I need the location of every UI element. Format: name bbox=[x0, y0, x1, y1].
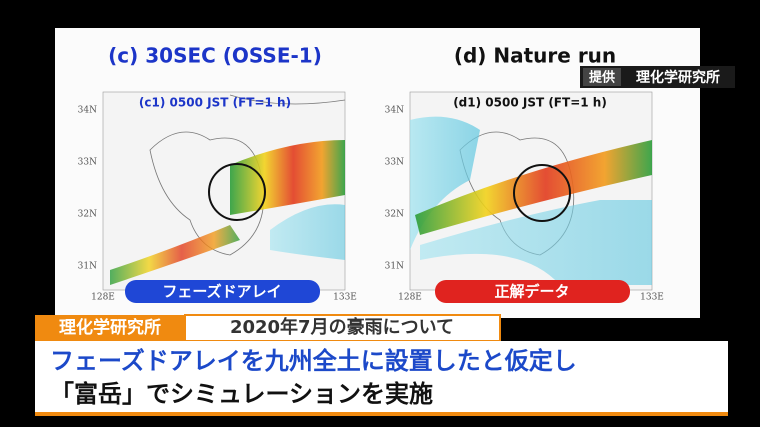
lat-label: 32N bbox=[78, 210, 97, 220]
lat-label: 34N bbox=[385, 106, 404, 116]
panel-subtitle: (d1) 0500 JST (FT=1 h) bbox=[453, 96, 607, 110]
credit-tag: 提供 bbox=[589, 70, 615, 86]
lt-tag-box bbox=[35, 315, 185, 341]
label-pill bbox=[435, 280, 630, 303]
lon-label: 128E bbox=[91, 293, 115, 303]
lt-topic-box bbox=[184, 314, 501, 342]
label-pill bbox=[125, 280, 320, 303]
caption-line: フェーズドアレイを九州全土に設置したと仮定し bbox=[50, 347, 577, 375]
lat-label: 33N bbox=[385, 158, 404, 168]
lt-underline bbox=[35, 412, 728, 416]
panel-label: 正解データ bbox=[494, 283, 569, 301]
lon-label: 133E bbox=[333, 293, 357, 303]
map-left bbox=[102, 91, 346, 291]
lt-tag: 理化学研究所 bbox=[59, 317, 161, 338]
panel-label: フェーズドアレイ bbox=[162, 283, 281, 301]
panel-subtitle: (c1) 0500 JST (FT=1 h) bbox=[139, 96, 291, 110]
map-right bbox=[409, 91, 653, 291]
lat-label: 32N bbox=[385, 210, 404, 220]
lt-topic: 2020年7月の豪雨について bbox=[230, 316, 454, 338]
lat-label: 31N bbox=[78, 262, 97, 272]
lat-label: 34N bbox=[78, 106, 97, 116]
panel-title: (c) 30SEC (OSSE-1) bbox=[108, 44, 322, 68]
lon-label: 133E bbox=[640, 293, 664, 303]
lat-label: 33N bbox=[78, 158, 97, 168]
lt-caption-box bbox=[35, 341, 728, 415]
credit-tag-box bbox=[583, 68, 621, 86]
lat-label: 31N bbox=[385, 262, 404, 272]
lon-label: 128E bbox=[398, 293, 422, 303]
caption-line: 「富岳」でシミュレーションを実施 bbox=[50, 380, 433, 408]
panel-title: (d) Nature run bbox=[454, 44, 616, 68]
credit-name: 理化学研究所 bbox=[636, 69, 720, 86]
